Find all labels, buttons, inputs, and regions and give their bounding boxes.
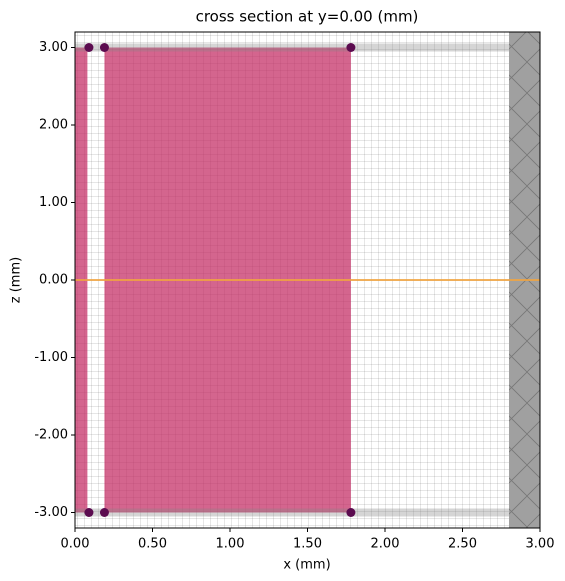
point bbox=[346, 508, 356, 517]
y-tick-label: -3.00 bbox=[34, 505, 68, 520]
x-tick-label: 2.50 bbox=[448, 537, 477, 552]
x-tick-label: 0.00 bbox=[61, 537, 90, 552]
x-tick-label: 1.50 bbox=[293, 537, 322, 552]
y-tick-label: 1.00 bbox=[39, 195, 68, 210]
chart-title: cross section at y=0.00 (mm) bbox=[196, 8, 419, 26]
y-tick-label: -2.00 bbox=[34, 428, 68, 443]
point bbox=[346, 43, 356, 52]
mesh-band bbox=[75, 508, 540, 517]
point bbox=[99, 43, 109, 52]
y-axis-label: z (mm) bbox=[9, 257, 24, 303]
x-tick-label: 3.00 bbox=[526, 537, 555, 552]
y-tick-label: 2.00 bbox=[39, 118, 68, 133]
point bbox=[84, 508, 94, 517]
mesh-band bbox=[75, 43, 540, 52]
x-tick-label: 0.50 bbox=[138, 537, 167, 552]
x-tick-label: 1.00 bbox=[216, 537, 245, 552]
y-tick-label: 0.00 bbox=[39, 273, 68, 288]
point bbox=[99, 508, 109, 517]
point bbox=[84, 43, 94, 52]
x-axis-label: x (mm) bbox=[283, 558, 330, 573]
y-tick-label: 3.00 bbox=[39, 40, 68, 55]
plot-layer bbox=[75, 32, 540, 528]
x-tick-label: 2.00 bbox=[371, 537, 400, 552]
y-tick-label: -1.00 bbox=[34, 350, 68, 365]
